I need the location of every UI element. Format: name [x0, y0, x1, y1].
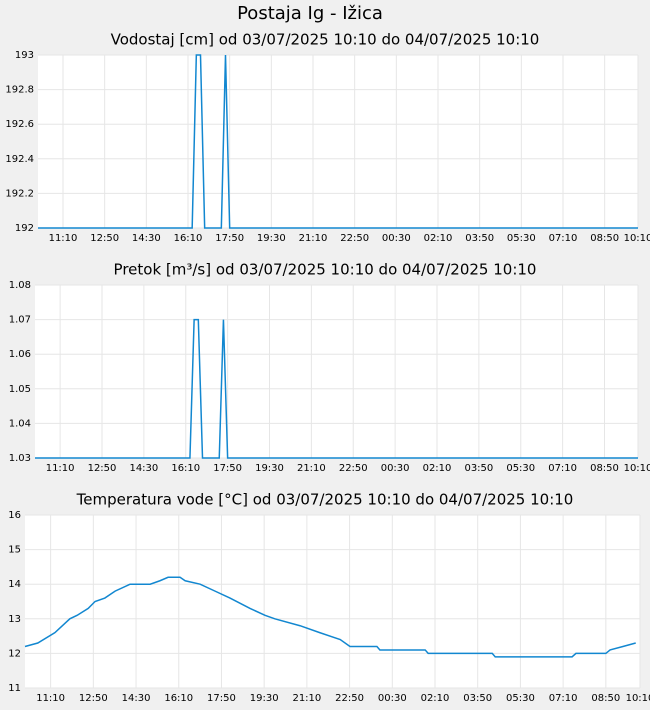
- x-tick-label: 10:10: [624, 233, 650, 244]
- x-tick-label: 02:10: [421, 693, 450, 704]
- y-tick-label: 12: [8, 648, 21, 659]
- x-tick-label: 17:50: [215, 233, 244, 244]
- x-tick-label: 16:10: [164, 693, 193, 704]
- x-tick-label: 05:30: [507, 233, 536, 244]
- x-tick-label: 08:50: [591, 693, 620, 704]
- x-tick-label: 14:30: [122, 693, 151, 704]
- x-tick-label: 19:30: [250, 693, 279, 704]
- x-tick-label: 02:10: [424, 233, 453, 244]
- x-tick-label: 12:50: [88, 463, 117, 474]
- x-tick-label: 19:30: [257, 233, 286, 244]
- x-tick-label: 07:10: [549, 693, 578, 704]
- x-tick-label: 03:50: [463, 693, 492, 704]
- page-title: Postaja Ig - Ižica: [237, 3, 383, 24]
- plot-area: [35, 285, 638, 458]
- x-tick-label: 14:30: [129, 463, 158, 474]
- x-tick-label: 19:30: [255, 463, 284, 474]
- plot-area: [38, 55, 638, 228]
- y-tick-label: 192.8: [5, 85, 34, 96]
- y-tick-label: 1.07: [9, 315, 31, 326]
- x-tick-label: 22:50: [340, 233, 369, 244]
- y-tick-label: 1.08: [9, 280, 31, 291]
- x-tick-label: 08:50: [590, 233, 619, 244]
- x-tick-label: 16:10: [174, 233, 203, 244]
- x-tick-label: 08:50: [590, 463, 619, 474]
- y-tick-label: 15: [8, 545, 21, 556]
- x-tick-label: 00:30: [378, 693, 407, 704]
- y-tick-label: 192.2: [5, 188, 34, 199]
- x-tick-label: 00:30: [382, 233, 411, 244]
- y-tick-label: 16: [8, 510, 21, 521]
- x-tick-label: 17:50: [213, 463, 242, 474]
- x-tick-label: 22:50: [339, 463, 368, 474]
- x-tick-label: 10:10: [626, 693, 650, 704]
- y-tick-label: 193: [15, 50, 34, 61]
- y-tick-label: 1.06: [9, 349, 31, 360]
- x-tick-label: 07:10: [549, 233, 578, 244]
- x-tick-label: 16:10: [171, 463, 200, 474]
- y-tick-label: 1.03: [9, 453, 31, 464]
- x-tick-label: 11:10: [49, 233, 78, 244]
- chart-title: Temperatura vode [°C] od 03/07/2025 10:1…: [76, 491, 574, 509]
- x-tick-label: 11:10: [36, 693, 65, 704]
- y-tick-label: 13: [8, 614, 21, 625]
- x-tick-label: 11:10: [46, 463, 75, 474]
- data-line: [35, 318, 638, 459]
- x-tick-label: 21:10: [297, 463, 326, 474]
- x-tick-label: 12:50: [79, 693, 108, 704]
- chart-title: Pretok [m³/s] od 03/07/2025 10:10 do 04/…: [114, 261, 537, 279]
- y-tick-label: 14: [8, 579, 21, 590]
- x-tick-label: 14:30: [132, 233, 161, 244]
- y-tick-label: 192.4: [5, 154, 34, 165]
- plot-area: [25, 515, 640, 688]
- x-tick-label: 02:10: [423, 463, 452, 474]
- x-tick-label: 21:10: [299, 233, 328, 244]
- x-tick-label: 17:50: [207, 693, 236, 704]
- chart-title: Vodostaj [cm] od 03/07/2025 10:10 do 04/…: [111, 31, 540, 49]
- y-tick-label: 11: [8, 683, 21, 694]
- y-tick-label: 1.05: [9, 384, 31, 395]
- x-tick-label: 00:30: [381, 463, 410, 474]
- x-tick-label: 12:50: [90, 233, 119, 244]
- data-line: [24, 576, 636, 658]
- x-tick-label: 03:50: [465, 233, 494, 244]
- x-tick-label: 03:50: [464, 463, 493, 474]
- y-tick-label: 1.04: [9, 418, 31, 429]
- x-tick-label: 10:10: [624, 463, 650, 474]
- x-tick-label: 22:50: [335, 693, 364, 704]
- x-tick-label: 05:30: [506, 463, 535, 474]
- y-tick-label: 192: [15, 223, 34, 234]
- x-tick-label: 05:30: [506, 693, 535, 704]
- x-tick-label: 07:10: [548, 463, 577, 474]
- x-tick-label: 21:10: [292, 693, 321, 704]
- y-tick-label: 192.6: [5, 119, 34, 130]
- data-line: [38, 54, 638, 229]
